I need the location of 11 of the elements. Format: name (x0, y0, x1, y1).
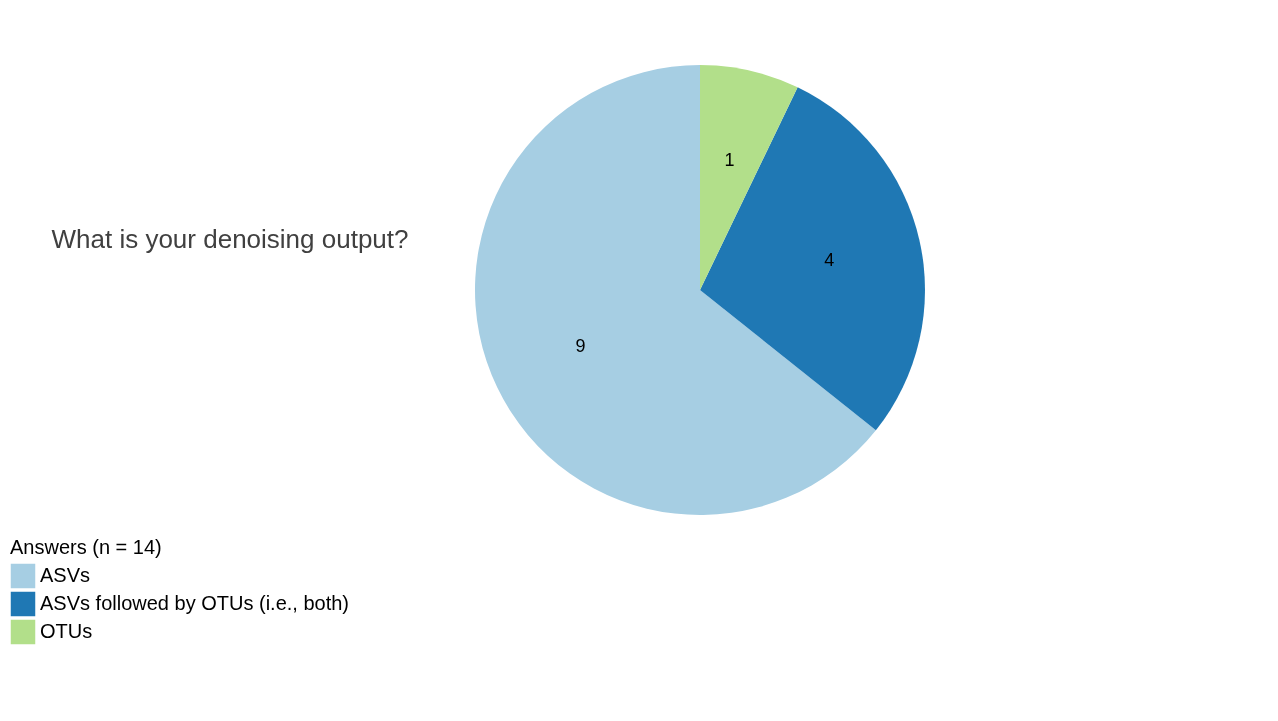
data-label: 1 (724, 149, 735, 170)
legend-title: Answers (n = 14) (10, 536, 162, 558)
data-label: 4 (824, 249, 835, 270)
legend-label: ASVs followed by OTUs (i.e., both) (40, 592, 350, 614)
data-label: 9 (575, 336, 586, 357)
pie-slice (700, 65, 798, 290)
text: What is your denoising output? (51, 224, 409, 254)
pie-slice (475, 65, 876, 515)
legend-label: OTUs (40, 620, 93, 642)
legend-label: ASVs (40, 564, 91, 586)
pie-slice (700, 87, 925, 431)
